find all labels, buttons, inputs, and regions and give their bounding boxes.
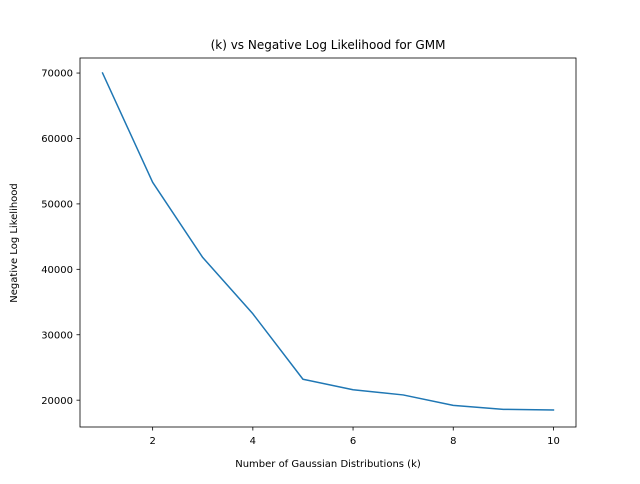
y-tick-label: 50000	[41, 199, 73, 210]
x-tick-label: 8	[450, 436, 456, 447]
x-axis-label: Number of Gaussian Distributions (k)	[235, 459, 421, 470]
y-tick-label: 20000	[41, 396, 73, 407]
plot-area	[79, 57, 577, 428]
chart-title: (k) vs Negative Log Likelihood for GMM	[211, 38, 446, 52]
y-tick-label: 30000	[41, 330, 73, 341]
y-tick-label: 70000	[41, 69, 73, 80]
series-line-0	[101, 72, 555, 411]
y-axis-label: Negative Log Likelihood	[9, 183, 20, 303]
x-tick-label: 4	[250, 436, 256, 447]
y-tick-label: 40000	[41, 265, 73, 276]
plot-frame	[79, 57, 577, 428]
x-tick-label: 10	[547, 436, 560, 447]
x-tick-label: 2	[149, 436, 155, 447]
x-tick-label: 6	[350, 436, 356, 447]
axis-ticks: 2 4 6 8 10 20000 30000 40000 50000 60000 70000	[41, 69, 560, 447]
y-tick-label: 60000	[41, 134, 73, 145]
